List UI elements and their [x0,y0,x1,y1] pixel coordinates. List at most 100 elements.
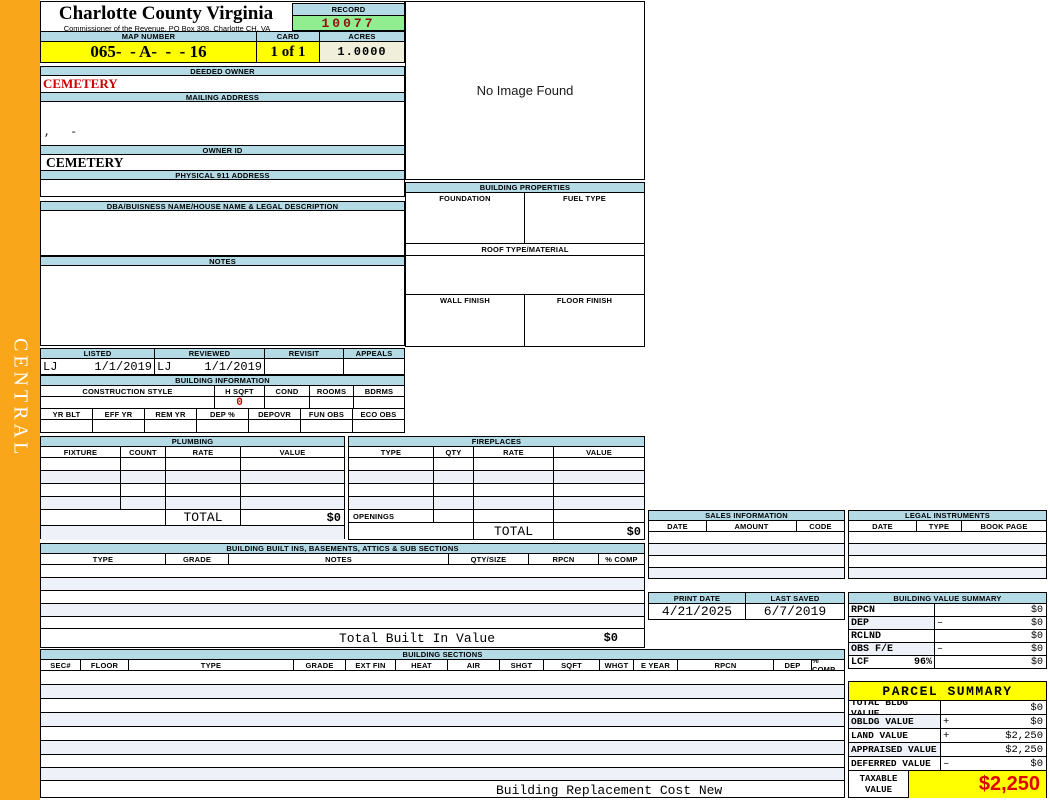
rooms-cell [310,397,354,408]
revisit-header: REVISIT [265,349,344,358]
sqft-header: SQFT [544,660,600,670]
value-header: VALUE [554,447,644,457]
empty-row [41,727,844,741]
hsqft-header: H SQFT [215,386,265,396]
dba-box [40,210,405,256]
empty-row [41,617,644,629]
parcel-value: $2,250 [1005,729,1043,742]
parcel-value: $0 [1030,701,1043,714]
cond-cell [265,397,310,408]
building-replacement-footer: Building Replacement Cost New [496,783,723,798]
rooms-header: ROOMS [310,386,354,396]
empty-row [41,578,644,591]
empty-row [849,544,1046,556]
comp-header: % COMP [812,660,844,670]
card-value: 1 of 1 [257,42,320,62]
book-page-header: BOOK PAGE [962,521,1046,531]
empty-row [41,604,644,617]
parcel-row-label: DEFERRED VALUE [849,757,941,770]
empty-row [41,685,844,699]
bvs-row-label: DEP [851,617,870,629]
roof-type-cell [406,256,644,294]
empty-row [41,768,844,781]
rate-header: RATE [474,447,554,457]
extfin-header: EXT FIN [346,660,396,670]
bvs-value: $0 [1030,643,1043,655]
acres-header: ACRES [320,32,404,41]
roof-type-header: ROOF TYPE/MATERIAL [406,244,644,255]
bvs-op: – [937,643,944,655]
bvs-value: $0 [1030,630,1043,642]
property-image-panel: No Image Found [405,1,645,180]
foundation-header: FOUNDATION [406,193,525,204]
record-value: 10077 [292,15,405,31]
listed-date: 1/1/2019 [94,359,152,374]
empty-row [849,556,1046,568]
empty-row [41,713,844,727]
builtins-total-value: $0 [603,631,618,645]
map-card-acres-table: MAP NUMBER CARD ACRES 065- - A- - - 16 1… [40,31,405,63]
empty-row [41,591,644,604]
parcel-summary-title: PARCEL SUMMARY [849,682,1046,701]
mailing-address-box: , - [40,101,405,146]
code-header: CODE [797,521,844,531]
empty-row [849,568,1046,578]
taxable-value-amount: $2,250 [909,771,1046,798]
floor-finish-cell [525,306,644,346]
shgt-header: SHGT [500,660,544,670]
commissioner-subtitle: Commissioner of the Revenue, PO Box 308,… [63,24,271,33]
bvs-value: $0 [1030,657,1043,668]
grade-header: GRADE [294,660,346,670]
last-saved-header: LAST SAVED [746,593,844,603]
physical-address-box [40,179,405,197]
building-properties-table: BUILDING PROPERTIES FOUNDATION FUEL TYPE… [405,182,645,347]
qty-header: QTY [434,447,474,457]
type-header: TYPE [129,660,294,670]
taxable-value-label: TAXABLE VALUE [849,771,909,798]
builtins-title: BUILDING BUILT INS, BASEMENTS, ATTICS & … [41,544,644,554]
date-header: DATE [849,521,917,531]
amount-header: AMOUNT [707,521,797,531]
empty-row [649,556,844,568]
map-number-header: MAP NUMBER [41,32,257,41]
fireplaces-table: FIREPLACES TYPE QTY RATE VALUE OPENINGS … [348,436,645,540]
empty-row [849,532,1046,544]
fireplaces-total-label: TOTAL [474,523,554,540]
bvs-row-label: RCLND [851,630,882,642]
appeals-cell [344,359,404,374]
whgt-header: WHGT [600,660,634,670]
floor-finish-header: FLOOR FINISH [525,295,644,306]
building-information-table: BUILDING INFORMATION CONSTRUCTION STYLE … [40,375,405,433]
cond-header: COND [265,386,310,396]
plumbing-table: PLUMBING FIXTURE COUNT RATE VALUE TOTAL … [40,436,345,540]
reviewed-date: 1/1/2019 [204,359,262,374]
listed-header: LISTED [41,349,155,358]
parcel-value: $0 [1030,715,1043,728]
fuel-type-cell [525,204,644,243]
type-header: TYPE [41,554,166,564]
listed-by: LJ [43,359,58,374]
parcel-value: $0 [1030,757,1043,770]
empty-cell [353,420,404,432]
effyr-header: EFF YR [93,409,145,419]
appeals-header: APPEALS [344,349,404,358]
parcel-row-label: APPRAISED VALUE [849,743,941,756]
ecoobs-header: ECO OBS [353,409,404,419]
mailing-address-value: , - [44,127,78,139]
yrblt-header: YR BLT [41,409,93,419]
empty-row [41,565,644,578]
empty-cell [41,420,93,432]
empty-row [41,699,844,713]
empty-cell [349,523,474,540]
qty-size-header: QTY/SIZE [449,554,529,564]
card-header: CARD [257,32,320,41]
empty-row [41,741,844,755]
bvs-row-label: LCF [851,657,870,668]
fireplaces-total-value: $0 [626,524,641,539]
dep-header: DEP % [197,409,249,419]
notes-header: NOTES [229,554,449,564]
construction-style-header: CONSTRUCTION STYLE [41,386,215,396]
empty-cell [93,420,145,432]
grade-header: GRADE [166,554,229,564]
value-header: VALUE [241,447,344,457]
